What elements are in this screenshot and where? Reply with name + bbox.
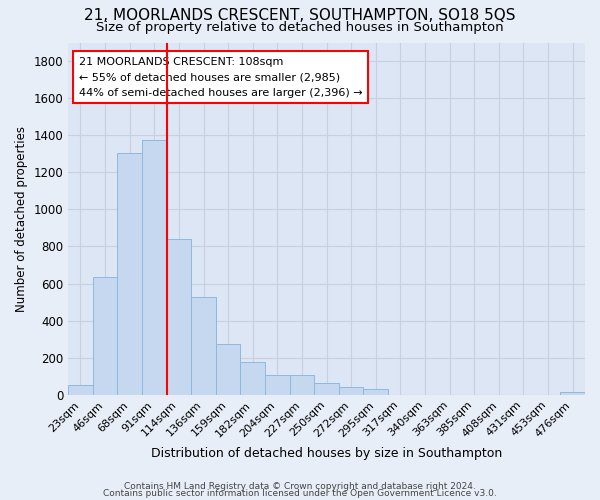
Bar (93, 277, 118, 395)
Text: 21 MOORLANDS CRESCENT: 108sqm
← 55% of detached houses are smaller (2,985)
44% o: 21 MOORLANDS CRESCENT: 108sqm ← 55% of d… (79, 56, 362, 98)
Y-axis label: Number of detached properties: Number of detached properties (15, 126, 28, 312)
Text: 21, MOORLANDS CRESCENT, SOUTHAMPTON, SO18 5QS: 21, MOORLANDS CRESCENT, SOUTHAMPTON, SO1… (84, 8, 516, 22)
Bar (314, 383, 339, 395)
Text: Size of property relative to detached houses in Southampton: Size of property relative to detached ho… (96, 21, 504, 34)
Text: Contains HM Land Registry data © Crown copyright and database right 2024.: Contains HM Land Registry data © Crown c… (124, 482, 476, 491)
Bar (241, 362, 265, 395)
X-axis label: Distribution of detached houses by size in Southampton: Distribution of detached houses by size … (151, 447, 502, 460)
Bar (560, 392, 585, 395)
Bar (191, 298, 216, 395)
Bar (167, 239, 191, 395)
Text: Contains public sector information licensed under the Open Government Licence v3: Contains public sector information licen… (103, 489, 497, 498)
Bar (290, 376, 314, 395)
Bar (265, 376, 290, 395)
Bar (68, 384, 93, 395)
Bar (118, 153, 142, 395)
Bar (364, 390, 388, 395)
Bar (339, 388, 364, 395)
Bar (142, 140, 167, 395)
Bar (216, 344, 241, 395)
